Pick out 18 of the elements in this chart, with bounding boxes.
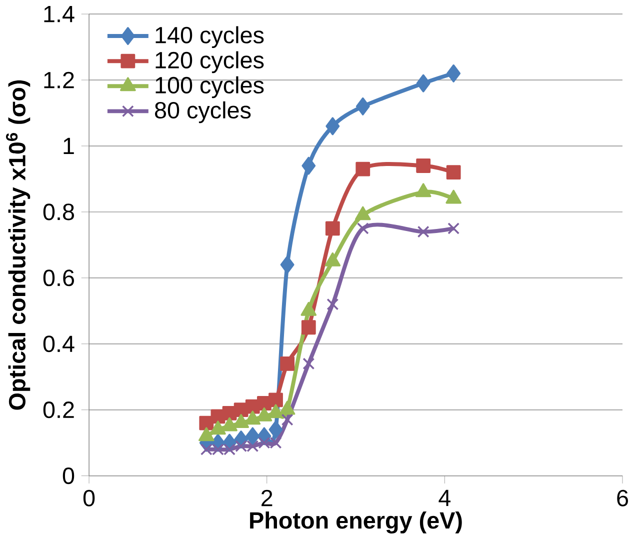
x-tick-label: 0 xyxy=(83,490,95,506)
y-tick-label: 0.4 xyxy=(43,335,74,352)
y-axis-title: Optical conductivity x10$^{6}$ (σo) xyxy=(6,80,30,410)
y-tick-label: 0 xyxy=(62,467,74,484)
legend-label: 80 cycles xyxy=(155,101,251,123)
legend-label: 120 cycles xyxy=(156,51,264,73)
y-tick-label: 1.2 xyxy=(44,72,74,88)
x-tick-label: 4 xyxy=(438,490,450,506)
y-tick-label: 0.8 xyxy=(43,203,74,220)
y-tick-label: 0.2 xyxy=(43,401,74,418)
x-tick-label: 2 xyxy=(262,490,272,506)
x-tick-label: 6 xyxy=(617,490,628,506)
y-tick-label: 0.6 xyxy=(43,269,74,286)
legend-label: 100 cycles xyxy=(156,76,264,98)
y-tick-label: 1 xyxy=(64,138,74,154)
legend-label: 140 cycles xyxy=(156,26,264,48)
y-tick-label: 1.4 xyxy=(44,6,74,22)
x-axis-title: Photon energy (eV) xyxy=(250,511,462,534)
